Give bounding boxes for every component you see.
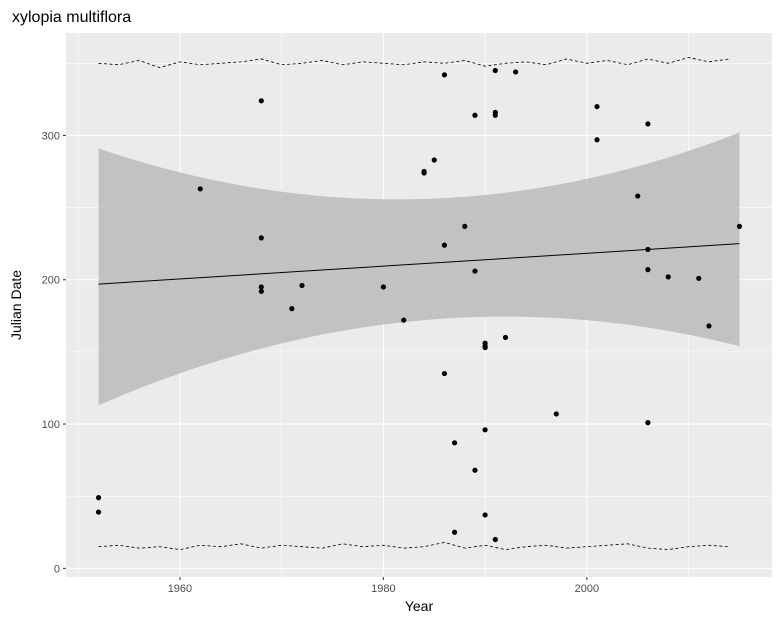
data-point-3 (258, 98, 264, 104)
data-point-35 (594, 103, 600, 110)
x-tick-label-1: 1980 (371, 583, 395, 595)
data-point-16 (441, 370, 448, 377)
data-point-20 (472, 112, 478, 118)
data-point-33 (513, 69, 519, 75)
data-point-27 (482, 512, 488, 518)
data-point-18 (452, 529, 458, 535)
data-point-43 (696, 275, 702, 281)
x-tick-label-0: 1960 (168, 583, 192, 595)
y-tick-label-0: 0 (54, 563, 60, 575)
data-point-5 (258, 284, 264, 290)
data-point-6 (258, 288, 264, 294)
data-point-2 (197, 186, 203, 192)
x-axis-ticks: 1960 1980 2000 (168, 577, 599, 595)
data-point-14 (441, 72, 448, 78)
dashed-upper-line (98, 57, 730, 69)
data-point-10 (401, 317, 407, 323)
chart-title: xylopia multiflora (12, 9, 131, 26)
y-axis-ticks: 0 100 200 300 (42, 130, 66, 575)
data-point-15 (441, 242, 448, 248)
data-point-26 (482, 427, 488, 433)
y-tick-label-1: 100 (42, 419, 60, 431)
data-point-1 (95, 509, 102, 515)
y-tick-label-2: 200 (42, 275, 60, 287)
dashed-lower-line (98, 541, 730, 550)
data-point-38 (645, 121, 651, 127)
dashed-envelopes (98, 57, 730, 550)
data-point-4 (258, 235, 264, 241)
data-point-42 (665, 274, 671, 280)
data-point-22 (472, 467, 478, 473)
y-tick-label-3: 300 (42, 130, 60, 142)
data-point-44 (706, 323, 712, 329)
y-axis-title: Julian Date (8, 270, 24, 340)
data-point-19 (462, 223, 468, 229)
data-point-8 (299, 282, 305, 289)
data-point-0 (95, 495, 102, 501)
data-point-40 (645, 267, 651, 273)
x-axis-title: Year (405, 598, 434, 614)
confidence-ribbon (98, 132, 740, 406)
trend-line (98, 243, 740, 285)
data-point-25 (482, 344, 488, 351)
data-point-21 (472, 268, 478, 274)
x-tick-label-2: 2000 (575, 583, 599, 595)
data-point-39 (645, 246, 651, 253)
data-points (95, 67, 743, 543)
data-point-32 (502, 334, 509, 341)
data-point-45 (736, 223, 743, 229)
data-point-7 (289, 306, 295, 312)
data-point-37 (635, 193, 641, 199)
data-point-13 (431, 157, 437, 163)
data-point-41 (645, 420, 651, 426)
data-point-30 (492, 112, 498, 118)
regression-line (98, 243, 740, 285)
confidence-band (98, 132, 740, 406)
data-point-31 (492, 536, 498, 543)
data-point-28 (492, 67, 498, 74)
data-point-36 (594, 137, 600, 143)
data-point-34 (553, 411, 559, 417)
data-point-17 (452, 440, 458, 446)
data-point-12 (421, 170, 427, 176)
data-point-9 (380, 284, 386, 290)
